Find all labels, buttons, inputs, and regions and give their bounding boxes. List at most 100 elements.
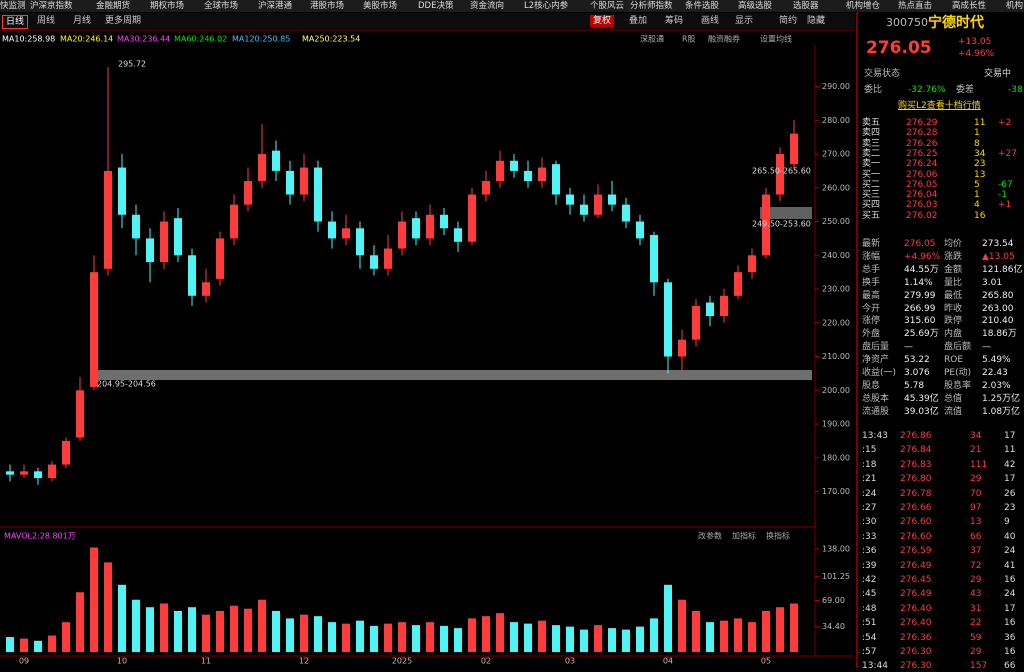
volume-bar [132, 599, 140, 652]
status-label: 交易状态 [864, 69, 901, 79]
period-tab[interactable]: 月线 [73, 16, 92, 26]
period-tab[interactable]: 周线 [37, 16, 56, 26]
tick-cell: 31 [970, 603, 982, 614]
candle-body [664, 282, 672, 357]
volume-bar [272, 610, 280, 652]
stat-cell: 收益(一) [862, 368, 897, 378]
order-book-cell: 276.02 [906, 210, 938, 221]
order-book-cell: 卖五 [862, 118, 881, 128]
tick-cell: 17 [1004, 474, 1016, 485]
stat-cell: 最低 [944, 290, 963, 301]
candle-body [594, 194, 602, 215]
volume-bar [398, 622, 406, 652]
candle-body [790, 133, 798, 165]
y-tick-label: 34.40 [822, 622, 845, 631]
stat-cell: 量比 [944, 277, 963, 288]
toolbar-button[interactable]: 画线 [701, 16, 720, 26]
toolbar-button[interactable]: 显示 [735, 16, 754, 26]
tick-cell: 276.36 [900, 632, 932, 643]
order-book-cell: 16 [974, 210, 986, 221]
stat-cell: 1.08万亿 [982, 406, 1021, 417]
y-tick-label: 69.00 [822, 596, 845, 605]
tick-cell: 29 [970, 474, 982, 485]
menu-item[interactable]: DDE决策 [418, 1, 454, 11]
menu-item[interactable]: 条件选股 [685, 1, 720, 11]
volume-bar [468, 618, 476, 652]
y-tick-label: 180.00 [822, 453, 850, 462]
volume-bar [76, 592, 84, 652]
order-book-cell: 13 [974, 169, 986, 180]
l2-link[interactable]: 购买L2查看十档行情 [898, 101, 981, 111]
chart-link: R股 [682, 35, 696, 44]
volume-bar [230, 605, 238, 652]
volume-bar [6, 637, 14, 652]
candle-body [496, 160, 504, 182]
chart-link: 融资融券 [708, 34, 740, 44]
tick-cell: 29 [970, 575, 982, 585]
menu-item[interactable]: 美股市场 [363, 1, 398, 11]
order-book-cell: 276.26 [906, 138, 938, 149]
menu-item[interactable]: 沪深港通 [258, 1, 293, 11]
toolbar-button[interactable]: 简约 [779, 16, 798, 26]
volume-bar [650, 618, 658, 652]
ma-bar [0, 31, 855, 45]
tick-cell: 276.83 [900, 459, 932, 470]
order-book-cell: +1 [998, 200, 1012, 211]
menu-item[interactable]: 期权市场 [150, 1, 185, 11]
y-tick-label: 138.00 [822, 544, 850, 553]
menu-item[interactable]: 个股风云 [590, 1, 625, 11]
tick-cell: :33 [862, 531, 877, 542]
stat-cell: PE(动) [944, 368, 972, 378]
toolbar-button[interactable]: 复权 [590, 15, 615, 27]
order-book-cell: 276.03 [906, 200, 938, 211]
order-book-cell: 276.25 [906, 148, 938, 159]
order-book-cell: 276.05 [906, 179, 938, 190]
candle-body [398, 221, 406, 249]
menu-item[interactable]: 机构 [1006, 1, 1024, 11]
menu-item[interactable]: 高级选股 [738, 1, 773, 11]
tick-cell: 276.40 [900, 618, 932, 629]
ma-legend: MA20:246.14 [60, 35, 113, 44]
last-price: 276.05 [866, 38, 932, 58]
status-value: 交易中 [984, 69, 1012, 79]
order-book-cell: 8 [974, 138, 980, 149]
period-tab[interactable]: 日线 [2, 15, 29, 29]
order-book-cell: 276.29 [906, 118, 938, 128]
period-tab[interactable]: 更多周期 [105, 16, 142, 26]
menu-item[interactable]: 资金流向 [470, 1, 505, 11]
menu-item[interactable]: 选股器 [793, 1, 819, 11]
y-tick-label: 220.00 [822, 318, 850, 327]
menu-item[interactable]: 分析师指数 [630, 1, 673, 11]
menu-item[interactable]: 机构增仓 [846, 1, 881, 11]
volume-bar [706, 622, 714, 652]
toolbar-button[interactable]: 叠加 [629, 16, 648, 26]
menu-item[interactable]: 沪深京指数 [30, 1, 73, 11]
order-book-cell: 1 [974, 190, 980, 201]
toolbar-button[interactable]: 隐藏 [807, 16, 826, 26]
order-book-cell: 276.24 [906, 159, 938, 170]
y-tick-label: 190.00 [822, 420, 850, 429]
candle-body [132, 214, 140, 239]
menu-item[interactable]: 全球市场 [204, 1, 239, 11]
y-tick-label: 230.00 [822, 285, 850, 294]
stat-cell: 盘后额 [944, 342, 972, 353]
x-tick-label: 12 [299, 657, 309, 666]
toolbar-button[interactable]: 筹码 [665, 16, 684, 26]
order-book-cell: +27 [998, 148, 1017, 159]
volume-bar [258, 599, 266, 652]
stat-cell: 金额 [944, 264, 963, 275]
menu-item[interactable]: 高成长性 [952, 1, 987, 11]
menu-item[interactable]: 港股市场 [310, 1, 345, 11]
stat-cell: — [904, 342, 913, 353]
stat-cell: 22.43 [982, 368, 1008, 378]
candle-body [118, 167, 126, 215]
stat-cell: 涨幅 [862, 251, 881, 262]
annotation: 249.50-253.60 [752, 220, 811, 229]
tick-cell: 29 [970, 647, 982, 657]
menu-item[interactable]: L2核心内参 [524, 1, 569, 11]
menu-item[interactable]: 热点直击 [898, 1, 933, 11]
menu-item[interactable]: 快监测 [0, 1, 26, 11]
tick-cell: 276.49 [900, 560, 932, 571]
resistance-band [760, 207, 812, 219]
menu-item[interactable]: 金融期货 [96, 1, 131, 11]
